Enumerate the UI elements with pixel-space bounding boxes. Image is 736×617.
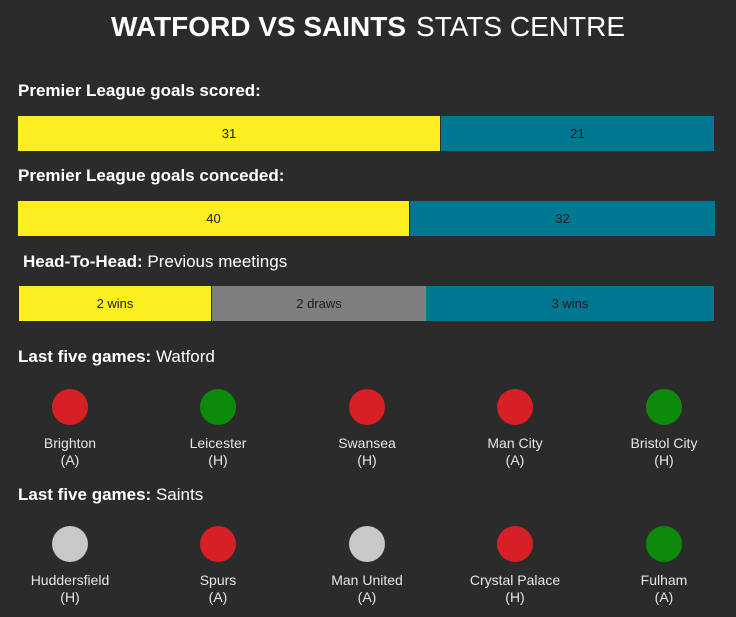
- head-to-head-label-bold: Head-To-Head:: [23, 252, 143, 271]
- head-to-head-bar: 2 wins 2 draws 3 wins: [19, 286, 714, 321]
- watford-game: Swansea (H): [297, 389, 437, 469]
- result-dot: [200, 389, 236, 425]
- result-dot: [497, 526, 533, 562]
- goals-conceded-saints: 32: [410, 201, 715, 236]
- page-title: WATFORD VS SAINTS STATS CENTRE: [0, 10, 736, 44]
- watford-form-label-rest: Watford: [155, 347, 215, 366]
- watford-game: Leicester (H): [148, 389, 288, 469]
- game-opponent: Spurs: [199, 572, 237, 588]
- saints-game: Man United (A): [297, 526, 437, 606]
- result-dot: [349, 526, 385, 562]
- game-venue: (A): [654, 589, 674, 605]
- watford-form-label-bold: Last five games:: [18, 347, 152, 366]
- result-dot: [646, 389, 682, 425]
- game-venue: (A): [60, 452, 80, 468]
- game-opponent: Bristol City: [630, 435, 698, 451]
- game-venue: (H): [654, 452, 674, 468]
- watford-game: Brighton (A): [0, 389, 140, 469]
- game-opponent: Leicester: [189, 435, 247, 451]
- head-to-head-label: Head-To-Head: Previous meetings: [23, 252, 287, 272]
- result-dot: [349, 389, 385, 425]
- result-dot: [52, 389, 88, 425]
- goals-scored-saints: 21: [441, 116, 714, 151]
- game-venue: (H): [357, 452, 377, 468]
- watford-game: Man City (A): [445, 389, 585, 469]
- game-opponent: Fulham: [640, 572, 688, 588]
- saints-form-list: Huddersfield (H) Spurs (A) Man United (A…: [0, 526, 736, 616]
- goals-scored-bar: 31 21: [18, 116, 714, 151]
- game-venue: (A): [357, 589, 377, 605]
- game-venue: (H): [60, 589, 80, 605]
- game-opponent: Huddersfield: [30, 572, 110, 588]
- saints-game: Huddersfield (H): [0, 526, 140, 606]
- result-dot: [200, 526, 236, 562]
- saints-form-label: Last five games: Saints: [18, 485, 203, 505]
- game-venue: (A): [208, 589, 228, 605]
- result-dot: [497, 389, 533, 425]
- saints-game: Fulham (A): [594, 526, 734, 606]
- watford-form-list: Brighton (A) Leicester (H) Swansea (H) M…: [0, 389, 736, 479]
- game-opponent: Man City: [487, 435, 543, 451]
- game-venue: (A): [505, 452, 525, 468]
- game-opponent: Crystal Palace: [469, 572, 561, 588]
- saints-form-label-bold: Last five games:: [18, 485, 152, 504]
- saints-game: Spurs (A): [148, 526, 288, 606]
- goals-conceded-watford: 40: [18, 201, 410, 236]
- title-main: WATFORD VS SAINTS: [110, 11, 407, 42]
- goals-conceded-bar: 40 32: [18, 201, 715, 236]
- game-venue: (H): [505, 589, 525, 605]
- saints-game: Crystal Palace (H): [445, 526, 585, 606]
- head-to-head-watford-wins: 2 wins: [19, 286, 212, 321]
- watford-game: Bristol City (H): [594, 389, 734, 469]
- watford-form-label: Last five games: Watford: [18, 347, 215, 367]
- result-dot: [52, 526, 88, 562]
- goals-conceded-label-text: Premier League goals conceded:: [18, 166, 285, 185]
- title-sub: STATS CENTRE: [416, 11, 626, 42]
- game-opponent: Brighton: [43, 435, 97, 451]
- head-to-head-saints-wins: 3 wins: [426, 286, 714, 321]
- saints-form-label-rest: Saints: [155, 485, 204, 504]
- game-opponent: Swansea: [338, 435, 396, 451]
- goals-scored-label: Premier League goals scored:: [18, 81, 261, 101]
- goals-scored-watford: 31: [18, 116, 441, 151]
- goals-scored-label-text: Premier League goals scored:: [18, 81, 261, 100]
- game-venue: (H): [208, 452, 228, 468]
- game-opponent: Man United: [331, 572, 403, 588]
- head-to-head-label-rest: Previous meetings: [147, 252, 288, 271]
- result-dot: [646, 526, 682, 562]
- goals-conceded-label: Premier League goals conceded:: [18, 166, 284, 186]
- head-to-head-draws: 2 draws: [212, 286, 426, 321]
